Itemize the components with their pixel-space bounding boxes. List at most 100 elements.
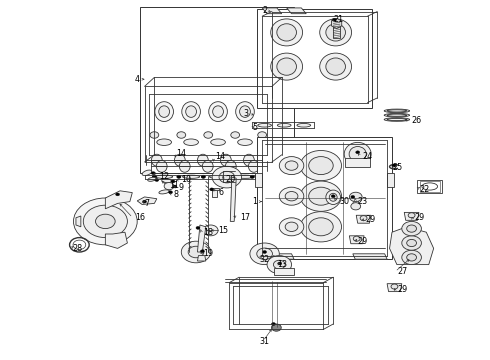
Circle shape [177, 175, 181, 178]
Circle shape [258, 132, 267, 138]
Circle shape [391, 284, 398, 289]
Text: 24: 24 [363, 152, 373, 161]
Ellipse shape [213, 106, 223, 117]
Text: 15: 15 [218, 226, 228, 235]
Polygon shape [332, 18, 342, 28]
Circle shape [201, 175, 205, 178]
Circle shape [402, 221, 421, 236]
Text: 27: 27 [397, 267, 407, 276]
Circle shape [151, 172, 155, 175]
Circle shape [231, 132, 240, 138]
Text: 2: 2 [262, 6, 267, 15]
Polygon shape [333, 23, 340, 38]
Text: 3: 3 [244, 109, 249, 118]
Text: 29: 29 [365, 215, 375, 224]
Ellipse shape [326, 190, 341, 204]
Ellipse shape [159, 106, 170, 117]
Polygon shape [105, 191, 132, 209]
Text: 19: 19 [203, 249, 214, 258]
Polygon shape [262, 254, 294, 259]
Polygon shape [353, 254, 387, 259]
Ellipse shape [319, 53, 352, 80]
Ellipse shape [155, 102, 173, 122]
Circle shape [332, 18, 336, 21]
Circle shape [408, 213, 415, 218]
Ellipse shape [277, 24, 296, 41]
Ellipse shape [157, 139, 172, 145]
Ellipse shape [210, 175, 226, 178]
Text: 29: 29 [414, 213, 424, 222]
Circle shape [285, 222, 298, 231]
Polygon shape [272, 256, 283, 265]
Circle shape [226, 175, 230, 178]
Circle shape [116, 193, 120, 196]
Text: 16: 16 [135, 213, 145, 222]
Circle shape [279, 218, 304, 236]
Polygon shape [274, 268, 294, 275]
Text: 6: 6 [218, 188, 223, 197]
Ellipse shape [162, 179, 172, 183]
Ellipse shape [236, 102, 254, 122]
Polygon shape [211, 188, 219, 190]
Text: 30: 30 [339, 197, 349, 206]
Ellipse shape [240, 106, 250, 117]
Circle shape [152, 175, 156, 178]
Circle shape [273, 260, 285, 269]
Circle shape [300, 150, 342, 181]
Text: 13: 13 [277, 260, 287, 269]
Circle shape [353, 236, 360, 241]
Ellipse shape [349, 147, 367, 162]
Circle shape [300, 212, 342, 242]
Polygon shape [387, 284, 402, 292]
Circle shape [143, 200, 147, 203]
Circle shape [349, 192, 362, 202]
Bar [417, 180, 442, 193]
Polygon shape [105, 232, 127, 248]
Bar [257, 137, 392, 259]
Text: 28: 28 [73, 244, 83, 253]
Ellipse shape [159, 190, 170, 194]
Ellipse shape [156, 161, 167, 172]
Circle shape [212, 166, 242, 188]
Polygon shape [197, 225, 206, 252]
Text: 4: 4 [135, 75, 140, 84]
Circle shape [263, 251, 267, 253]
Ellipse shape [209, 102, 227, 122]
Ellipse shape [186, 106, 196, 117]
Text: 14: 14 [216, 152, 225, 161]
Circle shape [402, 250, 421, 265]
Text: 21: 21 [333, 15, 343, 24]
Text: 14: 14 [176, 149, 186, 158]
Circle shape [407, 254, 416, 261]
Circle shape [407, 239, 416, 247]
Ellipse shape [184, 139, 198, 145]
Circle shape [257, 248, 272, 260]
Circle shape [279, 187, 304, 205]
Circle shape [309, 218, 333, 236]
Ellipse shape [238, 139, 252, 145]
Polygon shape [345, 158, 370, 167]
Circle shape [285, 161, 298, 170]
Circle shape [196, 226, 200, 229]
Circle shape [309, 187, 333, 205]
Circle shape [250, 175, 254, 178]
Circle shape [210, 188, 214, 191]
Ellipse shape [248, 161, 259, 172]
Polygon shape [197, 256, 206, 261]
Text: 29: 29 [358, 237, 368, 246]
Ellipse shape [142, 170, 152, 176]
Text: 1: 1 [252, 197, 257, 206]
Polygon shape [353, 196, 359, 207]
Polygon shape [356, 215, 371, 223]
Polygon shape [287, 8, 306, 14]
Circle shape [271, 324, 281, 331]
Text: 10: 10 [181, 175, 191, 184]
Ellipse shape [384, 118, 410, 121]
Polygon shape [387, 173, 394, 187]
Ellipse shape [270, 53, 303, 80]
Polygon shape [137, 197, 157, 204]
Circle shape [150, 132, 159, 138]
Text: 20: 20 [225, 175, 236, 184]
Bar [257, 9, 372, 108]
Circle shape [219, 171, 235, 183]
